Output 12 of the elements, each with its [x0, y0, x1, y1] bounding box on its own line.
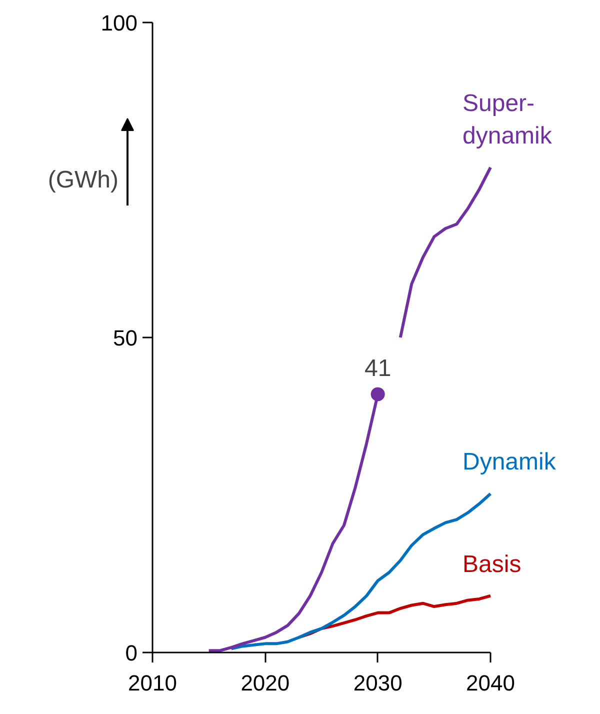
y-axis-title: (GWh) [48, 166, 119, 194]
y-tick-label: 50 [113, 326, 138, 350]
x-tick-label: 2040 [466, 670, 515, 696]
x-tick-label: 2030 [353, 670, 402, 696]
x-tick-label: 2020 [240, 670, 290, 696]
series-label: Basis [462, 550, 522, 578]
annotation: 41 [364, 355, 392, 382]
y-tick-label: 0 [125, 640, 138, 666]
series-label: Dynamik [462, 448, 557, 476]
x-tick-label: 2010 [128, 670, 177, 696]
series-label: Super- dynamik [462, 90, 553, 150]
y-tick-label: 100 [100, 10, 138, 36]
